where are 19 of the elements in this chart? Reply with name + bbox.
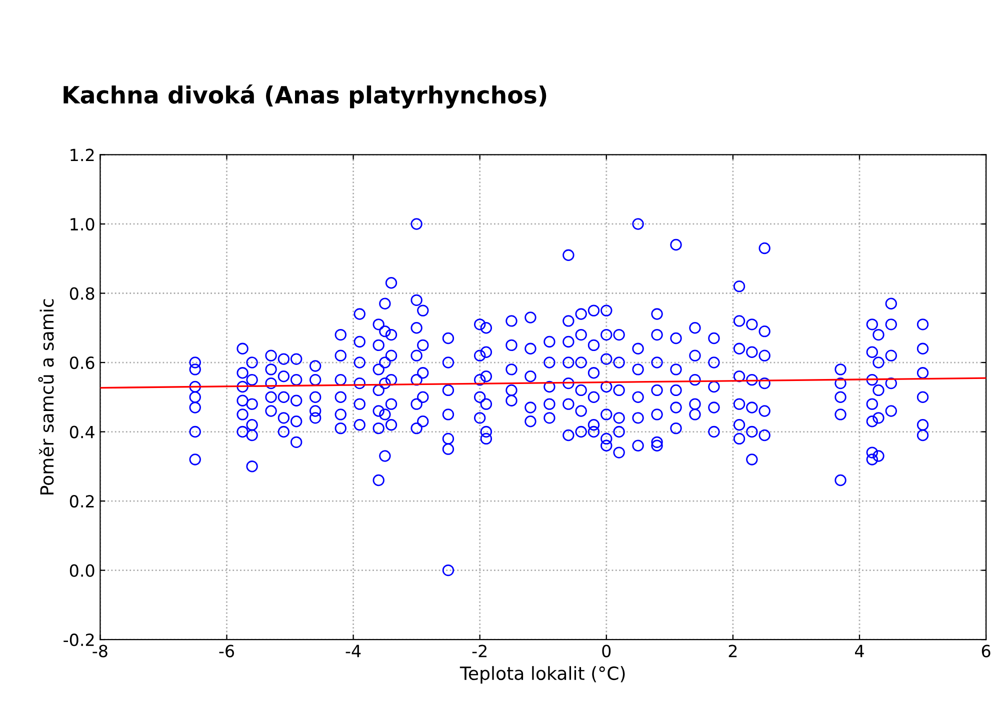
x-tick-label: -2 xyxy=(472,644,486,658)
y-axis-title: Poměr samců a samic xyxy=(38,299,54,494)
y-tick-label: 0.8 xyxy=(70,287,94,300)
x-tick-label: 4 xyxy=(855,644,864,658)
y-tick-label: -0.2 xyxy=(64,634,94,646)
y-tick-label: 0.4 xyxy=(70,426,94,438)
x-tick-label: -6 xyxy=(219,644,234,658)
x-tick-label: -4 xyxy=(346,644,361,658)
y-tick-label: 1.0 xyxy=(70,218,94,231)
y-tick-label: 1.2 xyxy=(70,148,94,162)
x-tick-label: 0 xyxy=(602,644,611,658)
x-tick-label: -8 xyxy=(92,644,108,658)
chart-title: Kachna divoká (Anas platyrhynchos) xyxy=(64,84,546,108)
x-tick-label: 6 xyxy=(982,644,990,658)
y-tick-label: 0.2 xyxy=(70,495,94,508)
x-tick-label: 2 xyxy=(728,644,737,658)
y-tick-label: 0.6 xyxy=(70,356,94,370)
y-tick-label: 0.0 xyxy=(70,564,94,577)
x-axis-title: Teplota lokalit (°C) xyxy=(460,666,625,684)
